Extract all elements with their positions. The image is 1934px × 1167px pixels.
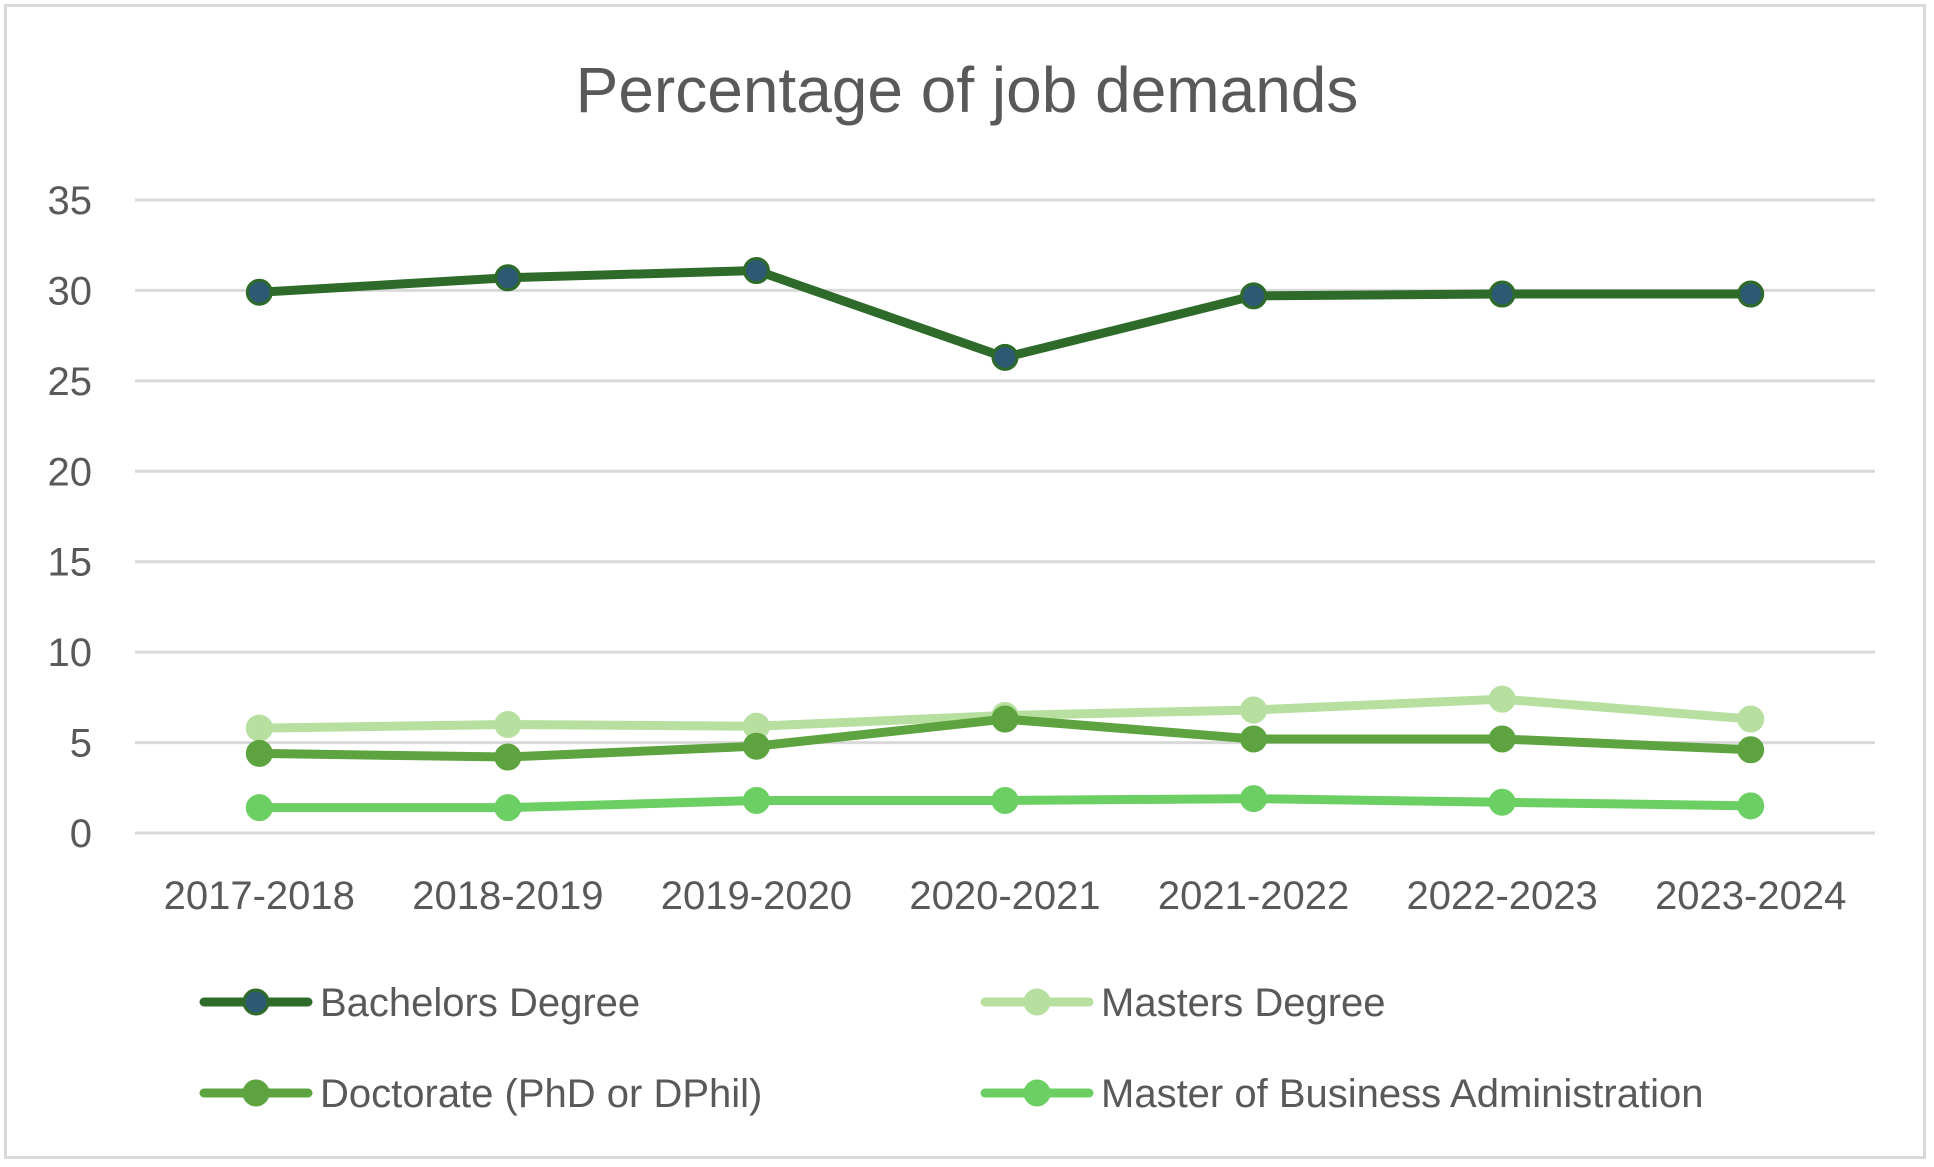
x-tick-label: 2021-2022	[1158, 874, 1349, 918]
y-tick-label: 30	[48, 269, 93, 313]
data-point-masters-degree	[1488, 685, 1516, 713]
y-tick-label: 5	[70, 722, 92, 766]
data-point-master-of-business-administration	[991, 786, 1019, 814]
legend-item-master-of-business-administration: Master of Business Administration	[980, 1072, 1703, 1116]
y-axis-tick-labels: 0 5 10 15 20 25 30 35	[48, 179, 93, 856]
legend: Bachelors Degree Masters Degree Doctorate …	[199, 981, 1703, 1116]
series-master-of-business-administration	[245, 785, 1765, 822]
data-point-masters-degree	[1737, 705, 1765, 733]
y-tick-label: 15	[48, 541, 93, 585]
chart-title: Percentage of job demands	[576, 54, 1359, 126]
legend-item-doctorate-phd-or-dphil: Doctorate (PhD or DPhil)	[199, 1072, 762, 1116]
y-tick-label: 35	[48, 179, 93, 223]
data-point-doctorate-phd-or-dphil	[1737, 736, 1765, 764]
legend-label: Bachelors Degree	[320, 981, 640, 1025]
data-point-bachelors-degree	[991, 343, 1019, 371]
x-tick-label: 2023-2024	[1655, 874, 1846, 918]
x-tick-label: 2019-2020	[661, 874, 852, 918]
legend-label: Master of Business Administration	[1101, 1072, 1703, 1116]
data-point-doctorate-phd-or-dphil	[742, 732, 770, 760]
legend-swatch-marker	[242, 988, 270, 1016]
legend-swatch-marker	[242, 1079, 270, 1107]
x-axis-tick-labels: 2017-2018 2018-2019 2019-2020 2020-2021 2021…	[164, 874, 1847, 918]
data-point-doctorate-phd-or-dphil	[1240, 725, 1268, 753]
x-tick-label: 2020-2021	[909, 874, 1100, 918]
data-point-masters-degree	[494, 710, 522, 738]
legend-item-masters-degree: Masters Degree	[980, 981, 1386, 1025]
y-tick-label: 25	[48, 360, 93, 404]
legend-swatch-marker	[1023, 988, 1051, 1016]
data-point-master-of-business-administration	[1488, 788, 1516, 816]
x-tick-label: 2022-2023	[1406, 874, 1597, 918]
legend-label: Doctorate (PhD or DPhil)	[320, 1072, 762, 1116]
legend-label: Masters Degree	[1101, 981, 1386, 1025]
data-point-doctorate-phd-or-dphil	[494, 743, 522, 771]
data-point-bachelors-degree	[1737, 280, 1765, 308]
data-point-master-of-business-administration	[245, 794, 273, 822]
data-point-master-of-business-administration	[1240, 785, 1268, 813]
y-tick-label: 0	[70, 812, 92, 856]
data-point-doctorate-phd-or-dphil	[991, 705, 1019, 733]
chart-frame	[4, 4, 1926, 1159]
data-point-masters-degree	[245, 714, 273, 742]
x-tick-label: 2018-2019	[412, 874, 603, 918]
data-point-bachelors-degree	[245, 278, 273, 306]
data-point-doctorate-phd-or-dphil	[245, 739, 273, 767]
data-point-master-of-business-administration	[1737, 792, 1765, 820]
y-tick-label: 20	[48, 450, 93, 494]
data-point-master-of-business-administration	[742, 786, 770, 814]
legend-item-bachelors-degree: Bachelors Degree	[199, 981, 640, 1025]
data-point-bachelors-degree	[742, 257, 770, 285]
data-point-master-of-business-administration	[494, 794, 522, 822]
data-point-masters-degree	[1240, 696, 1268, 724]
series-bachelors-degree	[245, 257, 1765, 371]
data-point-doctorate-phd-or-dphil	[1488, 725, 1516, 753]
series-layer	[245, 257, 1765, 822]
legend-swatch-marker	[1023, 1079, 1051, 1107]
data-point-bachelors-degree	[1488, 280, 1516, 308]
x-tick-label: 2017-2018	[164, 874, 355, 918]
series-doctorate-phd-or-dphil	[245, 705, 1765, 771]
data-point-bachelors-degree	[494, 264, 522, 292]
y-tick-label: 10	[48, 631, 93, 675]
data-point-bachelors-degree	[1240, 282, 1268, 310]
